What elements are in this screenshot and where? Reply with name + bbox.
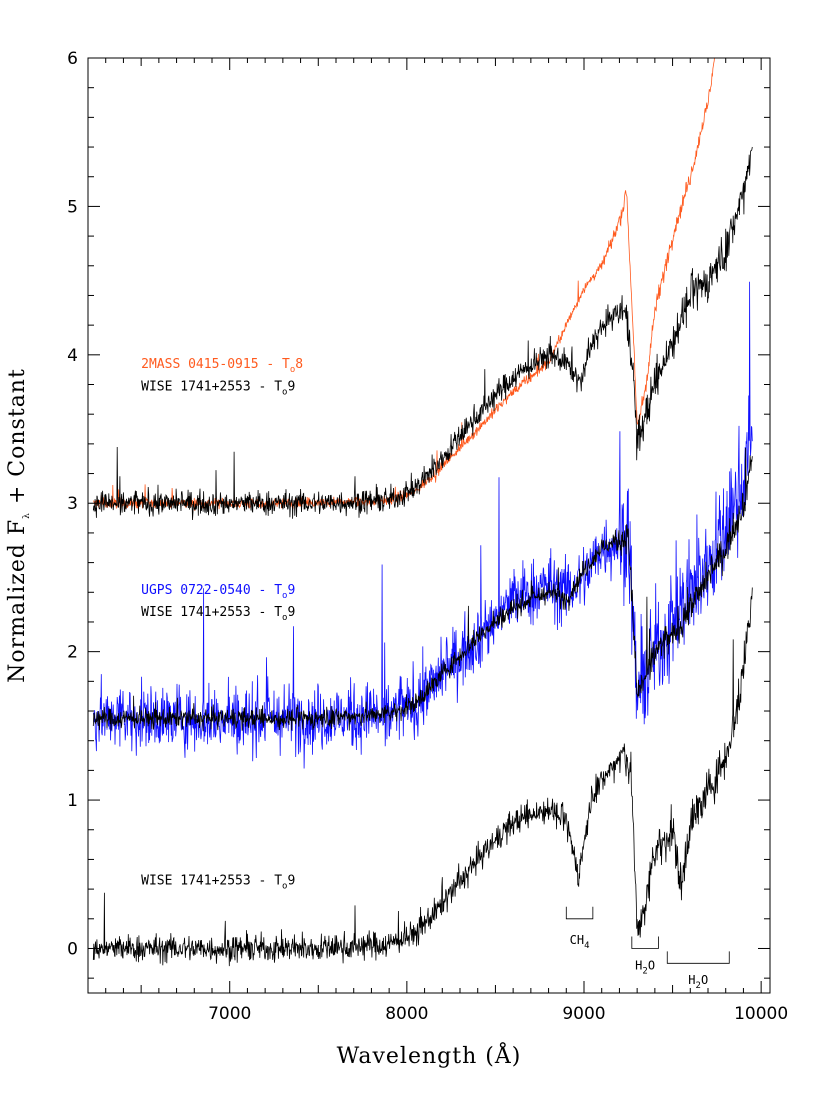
series-annotations: 2MASS 0415-0915 - To8 WISE 1741+2553 - To… (141, 357, 303, 891)
y-tick-label: 5 (67, 197, 78, 217)
plot-frame (87, 57, 771, 994)
annotation-label-3: WISE 1741+2553 - To9 (141, 605, 295, 623)
y-tick-label: 1 (67, 791, 78, 811)
y-tick-label: 4 (67, 346, 78, 366)
y-axis-title: Normalized Fλ + Constant (5, 368, 32, 683)
y-axis-title-rest: + Constant (5, 368, 30, 512)
x-tick-label: 10000 (734, 1004, 788, 1024)
series-line-3 (92, 447, 753, 732)
series-line-0 (92, 146, 753, 521)
series-line-4 (92, 587, 753, 967)
y-tick-label: 6 (67, 49, 78, 69)
y-tick-label: 3 (67, 494, 78, 514)
y-axis-title-main: Normalized F (5, 519, 30, 683)
series-line-1 (92, 58, 715, 511)
annotation-label-4: WISE 1741+2553 - To9 (141, 874, 295, 892)
series-line-2 (92, 281, 753, 769)
y-axis-title-sub: λ (22, 512, 32, 519)
x-tick-label: 7000 (208, 1004, 251, 1024)
band-label-0: CH4 (570, 933, 590, 951)
band-bracket-2 (666, 951, 730, 964)
band-bracket-1 (631, 936, 659, 949)
annotation-label-1: WISE 1741+2553 - To9 (141, 379, 295, 397)
y-tick-label: 0 (67, 939, 78, 959)
band-label-2: H2O (688, 973, 708, 991)
y-tick-label: 2 (67, 643, 78, 663)
spectra-series (92, 58, 753, 967)
x-axis-title: Wavelength (Å) (337, 1041, 522, 1069)
annotation-label-2: UGPS 0722-0540 - To9 (141, 583, 295, 601)
band-label-1: H2O (635, 958, 655, 976)
axis-ticks: 7000 8000 9000 10000 0 1 2 3 4 5 6 (67, 49, 788, 1024)
annotation-label-0: 2MASS 0415-0915 - To8 (141, 357, 303, 375)
x-tick-label: 8000 (385, 1004, 428, 1024)
x-tick-label: 9000 (562, 1004, 605, 1024)
absorption-bands: CH4 H2O H2O (565, 906, 730, 991)
band-bracket-0 (565, 906, 594, 920)
